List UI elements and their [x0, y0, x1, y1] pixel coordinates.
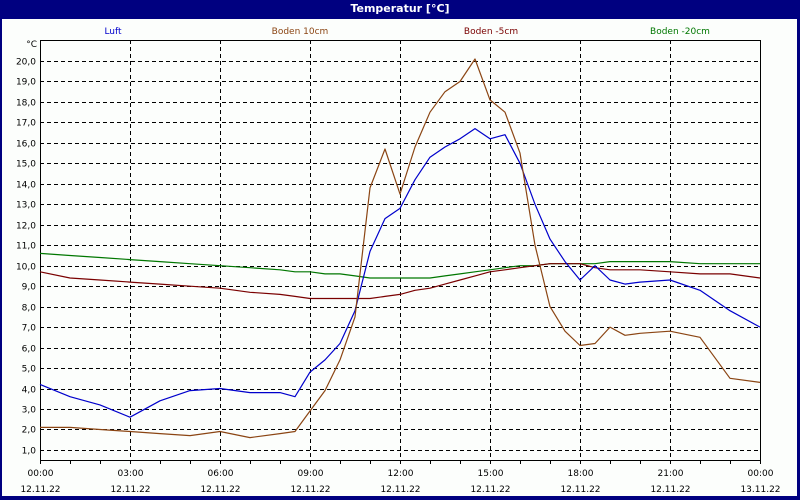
chart-panel	[2, 19, 797, 496]
x-tick-time: 03:00	[118, 469, 144, 479]
y-tick-label: 20,0	[16, 58, 36, 68]
plot-frame	[40, 40, 761, 461]
y-tick-label: 17,0	[16, 119, 36, 129]
x-tick-date: 13.11.22	[740, 485, 780, 495]
y-axis-unit: °C	[26, 40, 37, 50]
y-tick-label: 9,0	[22, 283, 37, 293]
x-tick-date: 12.11.22	[110, 485, 150, 495]
x-tick-time: 06:00	[208, 469, 234, 479]
y-tick-label: 18,0	[16, 99, 36, 109]
y-tick-label: 1,0	[22, 447, 37, 457]
y-tick-label: 11,0	[16, 242, 36, 252]
legend-item-3: Boden -20cm	[650, 27, 710, 37]
series-line-boden-5cm	[39, 263, 761, 300]
x-tick-date: 12.11.22	[560, 485, 600, 495]
x-tick-time: 00:00	[748, 469, 774, 479]
x-tick-time: 12:00	[388, 469, 414, 479]
y-tick-label: 7,0	[22, 324, 37, 334]
y-tick-label: 8,0	[22, 304, 37, 314]
y-tick-label: 10,0	[16, 263, 36, 273]
y-tick-label: 12,0	[16, 222, 36, 232]
x-tick-date: 12.11.22	[650, 485, 690, 495]
y-tick-label: 15,0	[16, 160, 36, 170]
series-line-luft	[39, 128, 761, 418]
y-tick-label: 13,0	[16, 201, 36, 211]
y-tick-label: 2,0	[22, 426, 37, 436]
x-tick-date: 12.11.22	[470, 485, 510, 495]
x-tick-time: 09:00	[298, 469, 324, 479]
series-line-boden-10cm	[40, 58, 761, 439]
x-tick-date: 12.11.22	[20, 485, 60, 495]
x-tick-date: 12.11.22	[380, 485, 420, 495]
y-tick-label: 19,0	[16, 78, 36, 88]
y-tick-label: 6,0	[22, 345, 37, 355]
y-tick-label: 4,0	[22, 386, 37, 396]
legend-item-2: Boden -5cm	[464, 27, 518, 37]
window-title: Temperatur [°C]	[0, 0, 800, 19]
x-tick-time: 15:00	[478, 469, 504, 479]
series-line-boden-20cm	[39, 252, 760, 279]
legend-item-1: Boden 10cm	[272, 27, 329, 37]
y-tick-label: 14,0	[16, 181, 36, 191]
x-tick-time: 21:00	[658, 469, 684, 479]
legend-item-0: Luft	[104, 27, 122, 37]
y-tick-label: 5,0	[22, 365, 37, 375]
x-tick-date: 12.11.22	[200, 485, 240, 495]
x-tick-date: 12.11.22	[290, 485, 330, 495]
y-tick-label: 16,0	[16, 140, 36, 150]
y-tick-label: 3,0	[22, 406, 37, 416]
x-tick-time: 18:00	[568, 469, 594, 479]
x-tick-time: 00:00	[28, 469, 54, 479]
